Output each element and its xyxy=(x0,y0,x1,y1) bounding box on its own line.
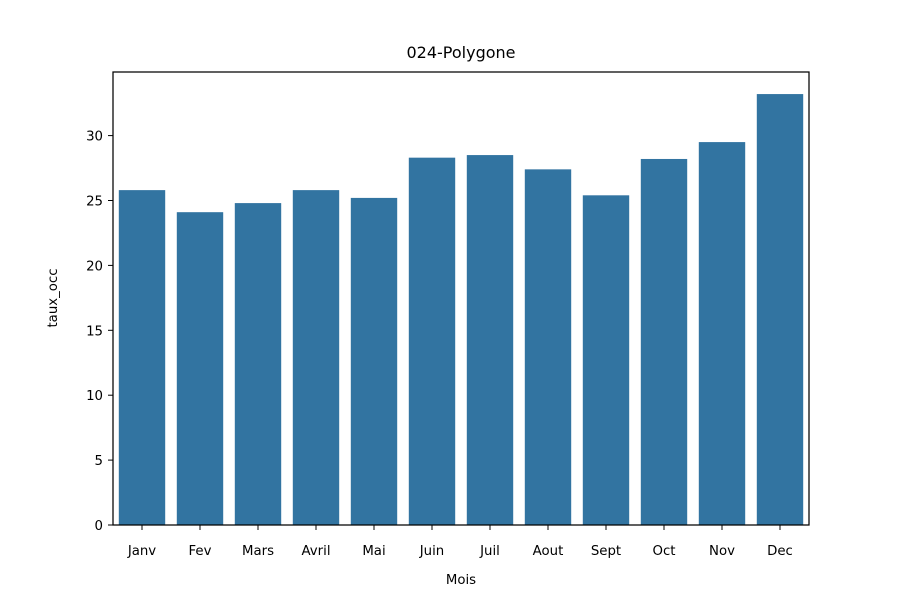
bar-sept xyxy=(582,195,630,525)
bar-juin xyxy=(408,157,456,526)
x-tick-label: Avril xyxy=(301,544,330,559)
y-axis-ticks: 0 5 10 15 20 25 30 xyxy=(86,130,113,534)
bar-janv xyxy=(118,190,166,525)
bar-avril xyxy=(292,190,340,525)
y-tick-label: 5 xyxy=(95,454,103,469)
bar-mai xyxy=(350,197,398,525)
y-tick-label: 10 xyxy=(86,389,103,404)
x-tick-label: Juil xyxy=(479,544,500,559)
y-tick-label: 15 xyxy=(86,324,103,339)
x-tick-label: Aout xyxy=(533,544,564,559)
chart-title: 024-Polygone xyxy=(406,43,515,62)
y-tick-label: 20 xyxy=(86,259,103,274)
bar-juil xyxy=(466,155,514,525)
x-tick-label: Juin xyxy=(419,544,444,559)
x-axis-ticks: Janv Fev Mars Avril Mai Juin Juil Aout Sept Oct No… xyxy=(127,525,793,559)
bar-oct xyxy=(640,158,688,525)
bar-mars xyxy=(234,203,282,526)
bar-dec xyxy=(756,94,804,525)
y-tick-label: 30 xyxy=(86,130,103,145)
x-tick-label: Mars xyxy=(242,544,274,559)
x-tick-label: Sept xyxy=(591,544,621,559)
x-axis-label: Mois xyxy=(446,573,476,588)
x-tick-label: Fev xyxy=(189,544,212,559)
bars-group xyxy=(118,94,804,526)
bar-fev xyxy=(176,212,224,525)
plot-frame xyxy=(112,71,810,526)
x-tick-label: Mai xyxy=(362,544,385,559)
x-tick-label: Dec xyxy=(767,544,793,559)
y-tick-label: 0 xyxy=(95,519,103,534)
x-tick-label: Janv xyxy=(127,544,156,559)
y-axis-label: taux_occ xyxy=(46,268,61,327)
x-tick-label: Oct xyxy=(653,544,676,559)
bar-aout xyxy=(524,169,572,526)
y-tick-label: 25 xyxy=(86,195,103,210)
x-tick-label: Nov xyxy=(709,544,735,559)
bar-nov xyxy=(698,142,746,526)
